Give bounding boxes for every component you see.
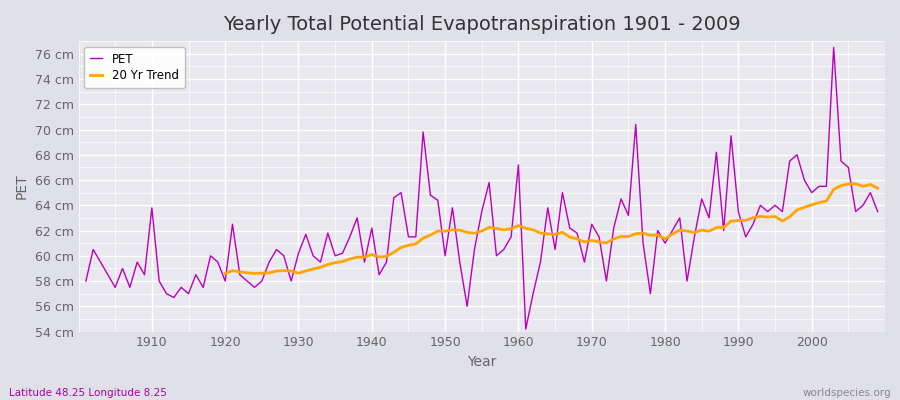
20 Yr Trend [220, 271, 230, 276]
Text: worldspecies.org: worldspecies.org [803, 388, 891, 398]
PET [80, 279, 91, 284]
PET [506, 234, 517, 239]
20 Yr Trend [674, 228, 685, 232]
20 Yr Trend [418, 236, 428, 240]
PET [513, 162, 524, 167]
PET [828, 45, 839, 50]
PET [140, 272, 150, 277]
PET [520, 327, 531, 332]
PET [608, 226, 619, 230]
Text: Latitude 48.25 Longitude 8.25: Latitude 48.25 Longitude 8.25 [9, 388, 166, 398]
Line: 20 Yr Trend: 20 Yr Trend [225, 184, 878, 274]
20 Yr Trend [308, 267, 319, 272]
X-axis label: Year: Year [467, 355, 497, 369]
20 Yr Trend [762, 215, 773, 220]
Line: PET: PET [86, 48, 878, 329]
20 Yr Trend [843, 182, 854, 186]
20 Yr Trend [777, 218, 788, 223]
Title: Yearly Total Potential Evapotranspiration 1901 - 2009: Yearly Total Potential Evapotranspiratio… [223, 15, 741, 34]
20 Yr Trend [850, 181, 861, 186]
20 Yr Trend [872, 186, 883, 191]
PET [872, 209, 883, 214]
PET [301, 232, 311, 237]
Legend: PET, 20 Yr Trend: PET, 20 Yr Trend [85, 47, 184, 88]
PET [345, 234, 356, 239]
Y-axis label: PET: PET [15, 174, 29, 199]
